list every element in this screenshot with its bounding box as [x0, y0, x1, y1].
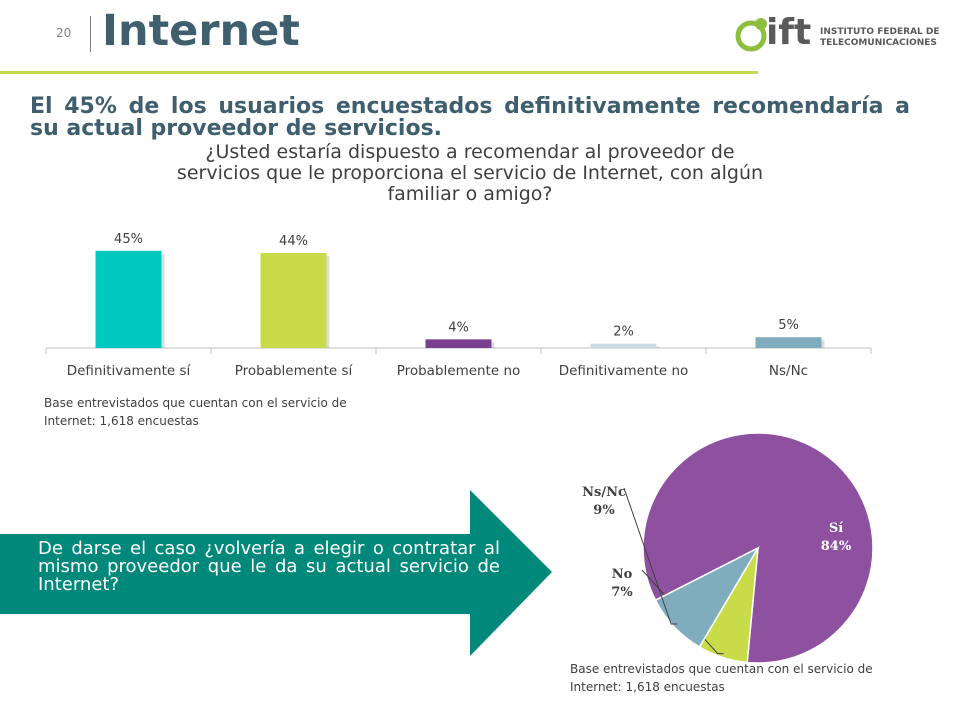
bar	[425, 339, 492, 348]
pie-chart: Sí 84% No 7% Ns/Nc 9%	[582, 432, 874, 664]
base-note-top-line2: Internet: 1,618 encuestas	[44, 414, 199, 428]
bar-data-label: 44%	[279, 234, 308, 249]
title-divider	[90, 16, 91, 52]
bar-data-label: 4%	[448, 320, 469, 335]
logo-subtitle-line2: TELECOMUNICACIONES	[820, 38, 937, 48]
callout-question: De darse el caso ¿volvería a elegir o co…	[38, 538, 500, 595]
base-note-top: Base entrevistados que cuentan con el se…	[44, 394, 347, 430]
base-note-bottom-line2: Internet: 1,618 encuestas	[570, 680, 725, 694]
title-underline	[0, 71, 758, 74]
pie-slice	[654, 546, 760, 649]
bar-chart: 45% Definitivamente sí 44% Probablemente sí…	[45, 232, 872, 379]
bar-data-label: 5%	[778, 318, 799, 333]
pie-leader-line	[623, 487, 678, 625]
pie-slice-label: Sí	[829, 521, 843, 536]
bar-data-label: 45%	[114, 232, 143, 247]
base-note-bottom-line1: Base entrevistados que cuentan con el se…	[570, 662, 873, 676]
bar	[755, 337, 822, 348]
pie-slice-value: 7%	[611, 585, 633, 600]
pie-slice-value: 84%	[821, 539, 852, 554]
pie-slice-label: No	[612, 567, 633, 582]
pie-slice-label: Ns/Nc	[582, 485, 626, 500]
headline: El 45% de los usuarios encuestados defin…	[30, 94, 910, 141]
page-number: 20	[56, 26, 72, 40]
logo-subtitle-line1: INSTITUTO FEDERAL DE	[820, 27, 940, 37]
ift-logo-icon	[735, 18, 767, 52]
logo-wordmark: ift	[766, 12, 812, 53]
base-note-bottom: Base entrevistados que cuentan con el se…	[570, 660, 873, 696]
base-note-top-line1: Base entrevistados que cuentan con el se…	[44, 396, 347, 410]
callout-arrow	[0, 490, 552, 656]
x-tick-label: Definitivamente no	[559, 363, 689, 379]
bar	[590, 343, 657, 348]
pie-slice-value: 9%	[593, 503, 615, 518]
x-tick-label: Probablemente sí	[235, 363, 354, 379]
x-tick-label: Probablemente no	[397, 363, 521, 379]
bar	[95, 250, 162, 348]
bar-data-label: 2%	[613, 325, 634, 340]
x-tick-label: Ns/Nc	[769, 363, 808, 379]
logo-subtitle: INSTITUTO FEDERAL DE TELECOMUNICACIONES	[820, 27, 950, 49]
bar	[260, 252, 327, 348]
x-tick-label: Definitivamente sí	[67, 363, 192, 379]
survey-question: ¿Usted estaría dispuesto a recomendar al…	[176, 141, 764, 205]
page-title: Internet	[102, 6, 300, 56]
